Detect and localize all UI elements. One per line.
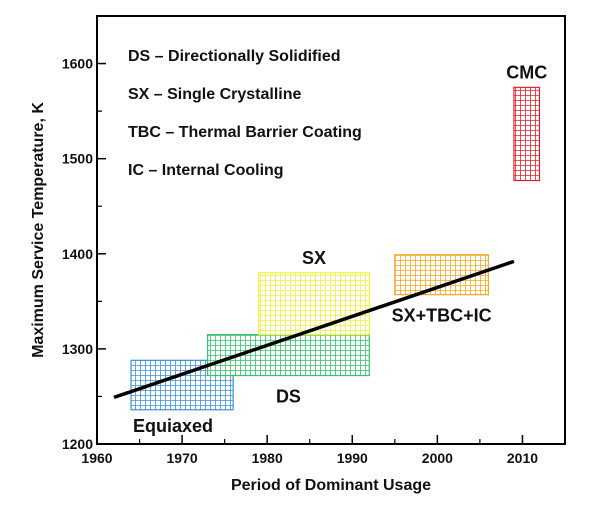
x-tick-label: 1990 [337,450,368,466]
x-axis-title: Period of Dominant Usage [231,477,431,494]
legend-entry: SX – Single Crystalline [128,86,302,103]
x-tick-label: 2010 [507,450,538,466]
legend-entry: DS – Directionally Solidified [128,48,341,65]
region-ds [207,334,370,377]
region-sx [258,272,370,336]
x-tick-label: 1960 [81,450,112,466]
y-tick-label: 1500 [62,151,93,167]
y-tick-label: 1200 [62,436,93,452]
legend-entry: IC – Internal Cooling [128,162,284,179]
ticks-layer: 1960 1970 1980 1990 2000 2010 1200 1300 1400 1500… [62,56,538,466]
regions-layer [130,86,541,411]
legend: DS – Directionally Solidified SX – Single… [128,48,362,179]
region-label-equiaxed: Equiaxed [133,416,213,436]
legend-entry: TBC – Thermal Barrier Coating [128,124,362,141]
region-label-cmc: CMC [506,62,547,82]
region-label-sx: SX [302,248,326,268]
y-tick-label: 1400 [62,246,93,262]
region-label-ds: DS [276,387,301,407]
y-axis-title: Maximum Service Temperature, K [30,102,47,358]
region-label-sx-tbc-ic: SX+TBC+IC [392,306,492,326]
x-tick-label: 2000 [422,450,453,466]
trend-line [113,259,515,400]
y-tick-label: 1600 [62,56,93,72]
y-tick-label: 1300 [62,341,93,357]
x-tick-label: 1970 [167,450,198,466]
trend-layer [113,259,515,400]
x-tick-label: 1980 [252,450,283,466]
labels-layer: Equiaxed DS SX SX+TBC+IC CMC [133,62,547,435]
plot-frame [96,15,566,445]
region-cmc [513,86,541,182]
